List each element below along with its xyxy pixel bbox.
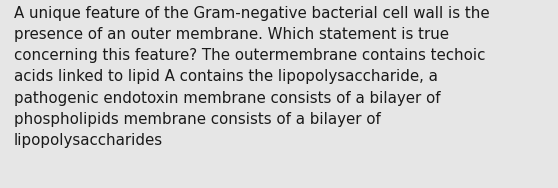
Text: A unique feature of the Gram-negative bacterial cell wall is the
presence of an : A unique feature of the Gram-negative ba…	[14, 6, 489, 148]
